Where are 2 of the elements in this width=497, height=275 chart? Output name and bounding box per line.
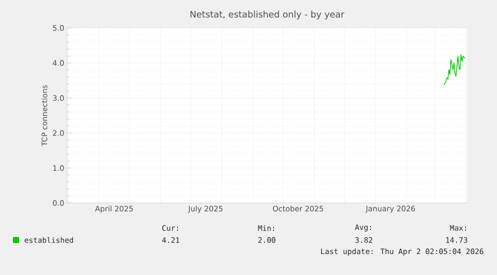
chart-title: Netstat, established only - by year bbox=[190, 10, 344, 20]
line-series bbox=[443, 54, 466, 86]
